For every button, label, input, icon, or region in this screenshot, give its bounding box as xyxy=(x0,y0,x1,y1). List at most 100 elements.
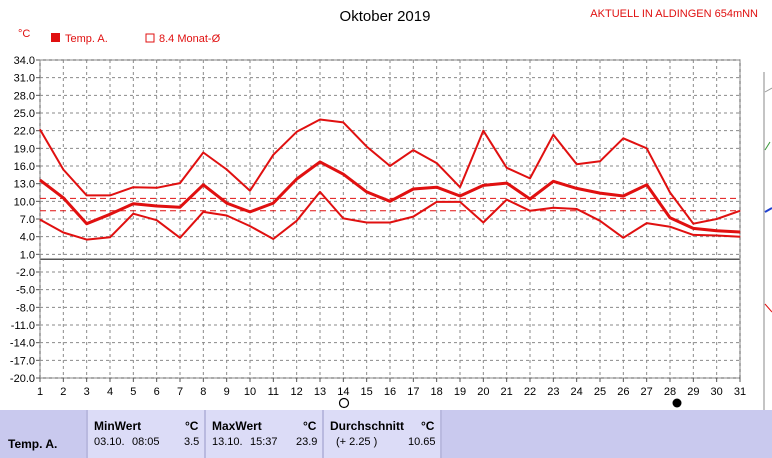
temperature-chart: 34.031.028.025.022.019.016.013.010.07.04… xyxy=(10,8,772,410)
side-panel xyxy=(764,72,772,410)
data-point xyxy=(669,217,671,219)
series-lines xyxy=(39,118,741,241)
data-point xyxy=(342,217,344,219)
data-point xyxy=(692,227,694,229)
data-point xyxy=(669,192,671,193)
data-point xyxy=(62,232,64,234)
y-tick-label: 10.0 xyxy=(14,196,35,208)
data-point xyxy=(202,151,204,153)
data-point xyxy=(389,165,391,167)
data-point xyxy=(482,130,484,132)
y-tick-label: -8.0 xyxy=(16,302,35,314)
data-point xyxy=(389,222,391,224)
stats-label-cell: Temp. A. xyxy=(0,410,88,458)
data-point xyxy=(249,225,251,227)
legend-month-avg: 8.4 Monat-Ø xyxy=(159,33,221,45)
x-tick-label: 15 xyxy=(361,386,373,398)
data-point xyxy=(552,180,554,182)
data-point xyxy=(366,191,368,193)
x-tick-label: 28 xyxy=(664,386,676,398)
data-point xyxy=(716,234,718,236)
max-header: MaxWert xyxy=(212,419,262,433)
data-point xyxy=(599,192,601,194)
data-point xyxy=(109,194,111,196)
y-tick-label: 7.0 xyxy=(20,214,35,226)
data-point xyxy=(529,177,531,179)
x-tick-label: 14 xyxy=(337,386,349,398)
min-date: 03.10. xyxy=(94,436,125,448)
y-tick-label: 31.0 xyxy=(14,73,35,85)
data-point xyxy=(459,186,461,188)
data-point xyxy=(179,182,181,184)
data-point xyxy=(552,207,554,209)
moon-full-icon xyxy=(338,397,350,409)
x-tick-label: 2 xyxy=(60,386,66,398)
data-point xyxy=(132,186,134,188)
x-tick-label: 30 xyxy=(711,386,723,398)
x-tick-label: 5 xyxy=(130,386,136,398)
data-point xyxy=(296,131,298,133)
y-tick-label: -20.0 xyxy=(10,373,35,385)
data-point xyxy=(506,199,508,201)
data-point xyxy=(109,213,111,215)
data-point xyxy=(62,169,64,171)
max-value: 23.9 xyxy=(296,436,318,448)
data-point xyxy=(646,147,648,149)
data-point xyxy=(249,211,251,213)
data-point xyxy=(459,195,461,197)
min-value: 3.5 xyxy=(184,436,200,448)
x-tick-label: 1 xyxy=(37,386,43,398)
y-tick-label: -14.0 xyxy=(10,338,35,350)
x-axis-tick-labels: 1 2 3 4 5 6 7 8 9 10 11 12 13 14 15 16 17 18 19 20 21 22 23 24 2… xyxy=(37,386,746,398)
data-point xyxy=(716,230,718,232)
y-tick-label: 16.0 xyxy=(14,161,35,173)
legend-swatch-open xyxy=(145,33,155,43)
data-point xyxy=(482,184,484,186)
legend-swatch-filled xyxy=(51,33,60,42)
avg-value: 10.65 xyxy=(408,436,436,448)
data-point xyxy=(366,146,368,148)
data-point xyxy=(412,149,414,151)
y-axis-unit: °C xyxy=(18,28,30,40)
data-point xyxy=(459,201,461,203)
data-point xyxy=(156,219,158,221)
y-tick-label: 19.0 xyxy=(14,143,35,155)
y-tick-label: 1.0 xyxy=(20,249,35,261)
data-point xyxy=(62,197,64,199)
data-point xyxy=(622,195,624,197)
data-point xyxy=(109,236,111,238)
x-tick-label: 10 xyxy=(244,386,256,398)
x-tick-label: 23 xyxy=(547,386,559,398)
data-point xyxy=(319,191,321,193)
x-tick-label: 12 xyxy=(291,386,303,398)
data-point xyxy=(739,210,741,212)
x-tick-label: 26 xyxy=(617,386,629,398)
data-point xyxy=(669,226,671,228)
y-tick-label: 4.0 xyxy=(20,232,35,244)
data-point xyxy=(436,201,438,203)
data-point xyxy=(179,206,181,208)
x-tick-label: 3 xyxy=(84,386,90,398)
y-tick-label: 28.0 xyxy=(14,90,35,102)
data-point xyxy=(366,222,368,224)
data-point xyxy=(272,154,274,156)
data-point xyxy=(622,237,624,239)
avg-delta: (+ 2.25 ) xyxy=(336,436,378,448)
data-point xyxy=(319,118,321,120)
x-tick-label: 6 xyxy=(154,386,160,398)
chart-title: Oktober 2019 xyxy=(340,8,431,25)
data-point xyxy=(552,134,554,136)
data-point xyxy=(296,178,298,180)
x-tick-label: 31 xyxy=(734,386,746,398)
max-unit: °C xyxy=(303,419,317,433)
stats-avg-cell: Durchschnitt °C (+ 2.25 ) 10.65 xyxy=(324,410,442,458)
data-point xyxy=(482,222,484,224)
data-point xyxy=(272,238,274,240)
data-point xyxy=(599,160,601,162)
data-point xyxy=(576,163,578,165)
side-indicator-blue xyxy=(764,207,772,213)
stats-row-label: Temp. A. xyxy=(8,437,58,451)
data-point xyxy=(86,239,88,241)
max-date: 13.10. xyxy=(212,436,243,448)
data-point xyxy=(529,198,531,200)
